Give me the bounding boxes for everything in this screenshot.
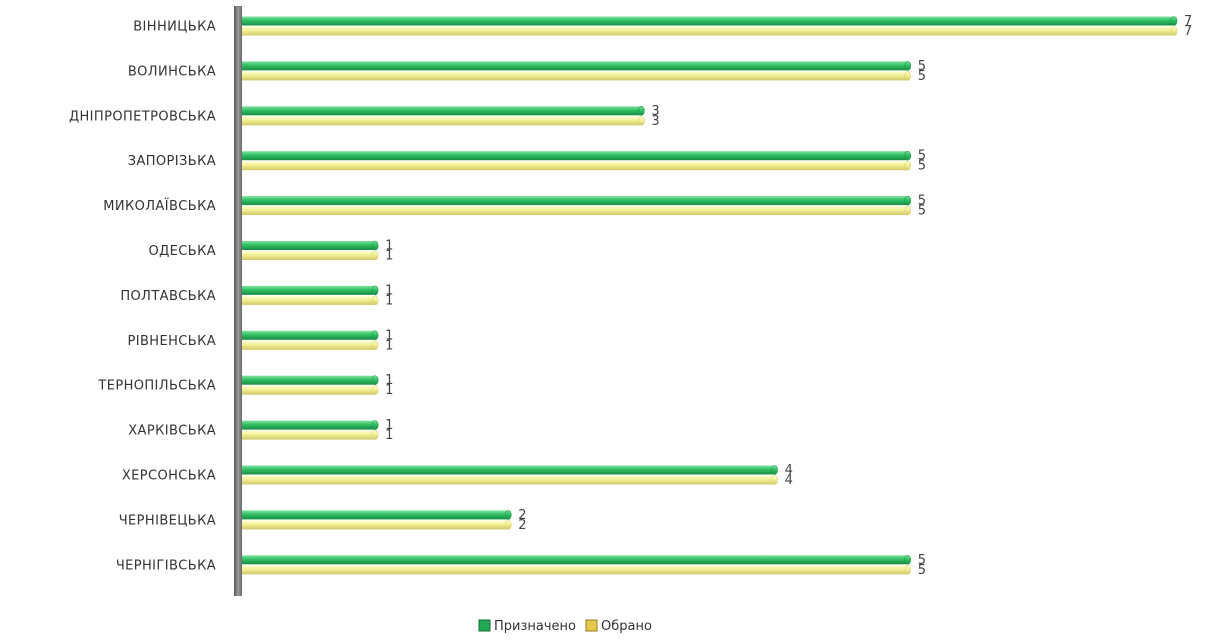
bar-pryznacheno <box>242 554 912 565</box>
bar-pryznacheno <box>242 16 1178 26</box>
bar-obrano <box>242 205 912 216</box>
category-label: ВОЛИНСЬКА <box>128 64 216 79</box>
value-label: 1 <box>385 428 393 443</box>
bar-pryznacheno <box>242 61 912 71</box>
legend-label: Призначено <box>494 619 576 634</box>
category-label: ХЕРСОНСЬКА <box>122 469 216 484</box>
bar-obrano <box>242 71 912 81</box>
value-label: 4 <box>785 463 793 478</box>
value-label: 1 <box>385 283 393 298</box>
bar-obrano <box>242 116 645 126</box>
value-label: 1 <box>385 293 393 308</box>
value-label: 5 <box>918 194 926 209</box>
bar-obrano <box>242 160 912 171</box>
category-label: РІВНЕНСЬКА <box>128 334 216 349</box>
bar-obrano <box>242 520 512 530</box>
value-label: 1 <box>385 373 393 388</box>
value-label: 4 <box>785 473 793 488</box>
category-label: ДНІПРОПЕТРОВСЬКА <box>69 109 216 124</box>
value-label: 5 <box>918 204 926 219</box>
bar-pryznacheno <box>242 285 379 296</box>
category-label: ЧЕРНІВЕЦЬКА <box>119 513 216 528</box>
bar-pryznacheno <box>242 106 645 116</box>
value-label: 7 <box>1184 14 1192 29</box>
bar-pryznacheno <box>242 465 778 475</box>
value-label: 1 <box>385 383 393 398</box>
value-label: 2 <box>518 508 526 523</box>
value-label: 1 <box>385 338 393 353</box>
value-label: 5 <box>918 553 926 568</box>
category-label: ЧЕРНІГІВСЬКА <box>116 558 216 573</box>
value-label: 7 <box>1184 24 1192 39</box>
value-label: 5 <box>918 69 926 84</box>
value-label: 2 <box>518 518 526 533</box>
bar-pryznacheno <box>242 375 379 386</box>
category-label: ХАРКІВСЬКА <box>128 424 216 439</box>
value-label: 3 <box>651 104 659 119</box>
value-label: 5 <box>918 563 926 578</box>
legend-label: Обрано <box>601 619 652 634</box>
value-label: 1 <box>385 328 393 343</box>
value-label: 3 <box>651 114 659 129</box>
legend-swatch <box>585 619 598 632</box>
category-label: МИКОЛАЇВСЬКА <box>103 198 216 214</box>
bar-obrano <box>242 475 778 485</box>
value-label: 5 <box>918 159 926 174</box>
value-label: 1 <box>385 239 393 254</box>
bar-pryznacheno <box>242 195 912 206</box>
bar-obrano <box>242 250 379 261</box>
value-label: 5 <box>918 59 926 74</box>
legend-item: Обрано <box>585 619 652 634</box>
bar-pryznacheno <box>242 510 512 520</box>
bar-obrano <box>242 340 379 351</box>
category-label: ТЕРНОПІЛЬСЬКА <box>97 379 216 394</box>
category-label: ВІННИЦЬКА <box>133 20 216 35</box>
y-axis-line <box>234 6 242 596</box>
bar-pryznacheno <box>242 150 912 161</box>
value-label: 1 <box>385 249 393 264</box>
bar-obrano <box>242 295 379 306</box>
bar-obrano <box>242 430 379 440</box>
category-label: ОДЕСЬКА <box>148 244 216 259</box>
bar-pryznacheno <box>242 330 379 341</box>
legend-item: Призначено <box>478 619 576 634</box>
bar-pryznacheno <box>242 420 379 430</box>
value-label: 1 <box>385 418 393 433</box>
category-label: ЗАПОРІЗЬКА <box>128 154 216 169</box>
bar-obrano <box>242 385 379 396</box>
legend-swatch <box>478 619 491 632</box>
bar-obrano <box>242 564 912 575</box>
category-label: ПОЛТАВСЬКА <box>120 289 216 304</box>
value-label: 5 <box>918 149 926 164</box>
bar-obrano <box>242 26 1178 36</box>
bar-pryznacheno <box>242 240 379 251</box>
